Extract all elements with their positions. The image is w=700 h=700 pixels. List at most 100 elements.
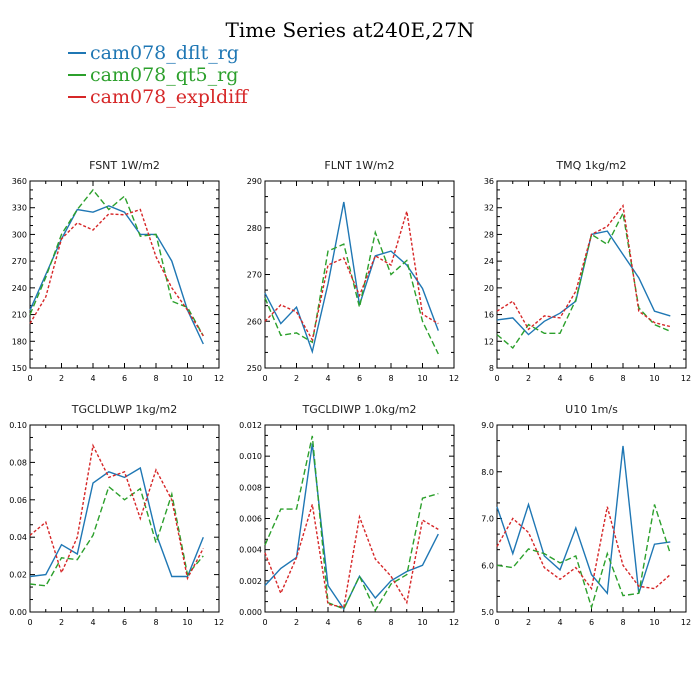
y-tick-label: 180: [12, 337, 27, 346]
panel-title: FSNT 1W/m2: [89, 159, 160, 172]
x-tick-label: 4: [325, 618, 330, 627]
series-line: [29, 485, 204, 587]
y-tick-label: 0.02: [9, 571, 27, 580]
y-tick-label: 300: [12, 230, 27, 239]
x-tick-label: 12: [449, 374, 459, 383]
series-line: [29, 443, 204, 581]
y-tick-label: 6.0: [481, 561, 494, 570]
x-tick-label: 2: [294, 374, 299, 383]
y-tick-label: 5.0: [481, 608, 494, 617]
y-tick-label: 0.012: [239, 421, 262, 430]
x-tick-label: 4: [90, 618, 95, 627]
x-tick-label: 0: [27, 374, 32, 383]
x-tick-label: 6: [589, 618, 594, 627]
series-line: [496, 230, 671, 336]
y-tick-label: 0.004: [239, 546, 262, 555]
panel-title: TGCLDIWP 1.0kg/m2: [301, 403, 416, 416]
x-tick-label: 10: [182, 618, 192, 627]
plot-frame: [496, 180, 687, 369]
y-tick-label: 0.006: [239, 515, 262, 524]
y-tick-label: 8: [489, 364, 494, 373]
x-tick-label: 2: [526, 618, 531, 627]
y-tick-label: 0.002: [239, 577, 262, 586]
series-line: [264, 211, 439, 342]
y-tick-label: 270: [12, 257, 27, 266]
x-tick-label: 0: [27, 618, 32, 627]
x-tick-label: 6: [122, 618, 127, 627]
page-title: Time Series at240E,27N: [225, 18, 475, 42]
y-tick-label: 0.10: [9, 421, 27, 430]
plot-frame: [29, 180, 220, 369]
series-line: [496, 210, 671, 350]
x-tick-label: 0: [262, 618, 267, 627]
y-tick-label: 150: [12, 364, 27, 373]
y-tick-label: 9.0: [481, 421, 494, 430]
x-tick-label: 6: [357, 618, 362, 627]
legend-line-icon: [68, 52, 86, 54]
x-tick-label: 8: [620, 374, 625, 383]
x-tick-label: 8: [388, 374, 393, 383]
legend-item: cam078_expldiff: [68, 86, 248, 108]
x-tick-label: 8: [620, 618, 625, 627]
x-tick-label: 6: [589, 374, 594, 383]
x-tick-label: 10: [417, 374, 427, 383]
x-tick-label: 12: [681, 374, 691, 383]
x-tick-label: 2: [59, 618, 64, 627]
y-tick-label: 12: [484, 337, 494, 346]
series-line: [264, 443, 439, 611]
legend-label: cam078_expldiff: [90, 86, 248, 108]
y-tick-label: 16: [484, 311, 494, 320]
x-tick-label: 12: [681, 618, 691, 627]
x-tick-label: 10: [649, 618, 659, 627]
x-tick-label: 0: [262, 374, 267, 383]
plot-frame: [29, 424, 220, 613]
series-line: [29, 208, 204, 337]
x-tick-label: 2: [59, 374, 64, 383]
y-tick-label: 290: [247, 177, 262, 186]
x-tick-label: 10: [417, 618, 427, 627]
y-tick-label: 0.000: [239, 608, 262, 617]
y-tick-label: 330: [12, 204, 27, 213]
x-tick-label: 4: [90, 374, 95, 383]
plot-frame: [496, 424, 687, 613]
x-tick-label: 0: [494, 374, 499, 383]
legend-label: cam078_dflt_rg: [90, 42, 239, 64]
y-tick-label: 24: [484, 257, 494, 266]
y-tick-label: 20: [484, 284, 494, 293]
x-tick-label: 4: [325, 374, 330, 383]
series-line: [264, 435, 439, 612]
y-tick-label: 32: [484, 204, 494, 213]
x-tick-label: 6: [357, 374, 362, 383]
series-line: [264, 504, 439, 609]
x-tick-label: 8: [153, 374, 158, 383]
series-line: [29, 205, 204, 345]
y-tick-label: 36: [484, 177, 494, 186]
x-tick-label: 8: [388, 618, 393, 627]
legend-line-icon: [68, 96, 86, 98]
x-tick-label: 10: [649, 374, 659, 383]
y-tick-label: 0.04: [9, 533, 27, 542]
y-tick-label: 0.06: [9, 496, 27, 505]
x-tick-label: 2: [526, 374, 531, 383]
x-tick-label: 2: [294, 618, 299, 627]
y-tick-label: 210: [12, 311, 27, 320]
panel-title: TMQ 1kg/m2: [555, 159, 626, 172]
panel-title: TGCLDLWP 1kg/m2: [71, 403, 177, 416]
y-tick-label: 7.0: [481, 515, 494, 524]
x-tick-label: 8: [153, 618, 158, 627]
y-tick-label: 270: [247, 271, 262, 280]
y-tick-label: 0.008: [239, 483, 262, 492]
x-tick-label: 12: [449, 618, 459, 627]
x-tick-label: 12: [214, 374, 224, 383]
y-tick-label: 280: [247, 224, 262, 233]
panel-title: FLNT 1W/m2: [324, 159, 394, 172]
series-line: [496, 445, 671, 596]
x-tick-label: 6: [122, 374, 127, 383]
series-line: [29, 466, 204, 578]
y-tick-label: 260: [247, 317, 262, 326]
y-tick-label: 360: [12, 177, 27, 186]
y-tick-label: 0.010: [239, 452, 262, 461]
legend-item: cam078_dflt_rg: [68, 42, 248, 64]
y-tick-label: 240: [12, 284, 27, 293]
